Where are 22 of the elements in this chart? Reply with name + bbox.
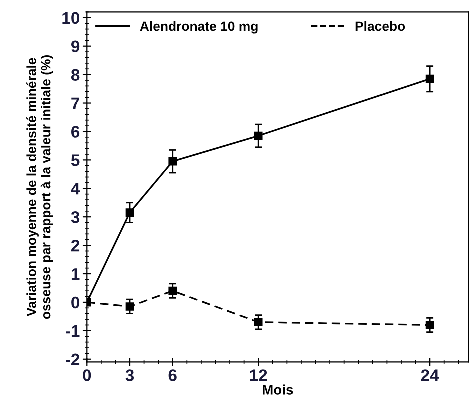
y-tick-label: 10 [62, 12, 80, 24]
x-tick-label: 0 [83, 370, 92, 382]
x-tick-label: 6 [168, 370, 177, 382]
x-tick-label: 12 [250, 370, 268, 382]
y-tick-label: 6 [72, 126, 80, 138]
y-tick-label: 1 [72, 268, 80, 280]
y-tick-label: -1 [66, 326, 80, 337]
x-tick-label: 24 [421, 370, 440, 382]
y-tick-label: -2 [66, 354, 80, 366]
y-tick-label: 0 [72, 296, 80, 309]
y-tick-label: 8 [71, 69, 80, 82]
y-tick-label: 5 [71, 154, 80, 166]
x-axis-title: Mois [263, 384, 294, 395]
y-tick-label: 2 [72, 240, 80, 252]
legend-label: Alendronate 10 mg [140, 21, 258, 34]
y-tick-label: 4 [71, 183, 80, 195]
y-tick-label: 3 [71, 212, 80, 224]
y-tick-label: 7 [72, 98, 80, 110]
y-tick-label: 9 [72, 40, 80, 53]
legend-label: Placebo [356, 21, 406, 32]
x-tick-label: 3 [126, 370, 134, 382]
y-axis-title: Variation moyenne de la densité minérale osseuse par rapport à la valeur initiale (%) [26, 56, 54, 320]
